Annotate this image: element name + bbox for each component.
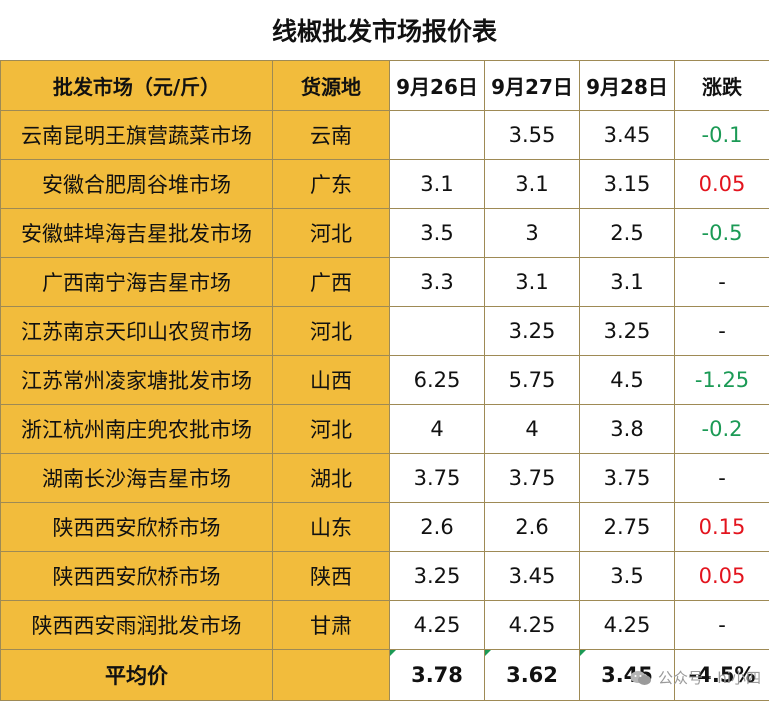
header-date-2: 9月27日 <box>484 60 580 111</box>
average-date-1: 3.78 <box>389 649 485 701</box>
price-date-1-cell: 3.75 <box>389 453 485 503</box>
change-cell: - <box>674 600 769 650</box>
price-date-2-cell: 2.6 <box>484 502 580 552</box>
change-cell: -0.2 <box>674 404 769 454</box>
price-date-3-cell: 3.5 <box>579 551 675 601</box>
table-row: 安徽蚌埠海吉星批发市场 河北 3.5 3 2.5 -0.5 <box>0 208 769 258</box>
price-date-3-cell: 2.75 <box>579 502 675 552</box>
price-date-1-cell: 3.1 <box>389 159 485 209</box>
price-date-1-cell: 4.25 <box>389 600 485 650</box>
price-table: 批发市场（元/斤） 货源地 9月26日 9月27日 9月28日 涨跌 云南昆明王… <box>0 60 769 701</box>
table-row: 江苏南京天印山农贸市场 河北 3.25 3.25- <box>0 306 769 356</box>
average-date-3: 3.45 <box>579 649 675 701</box>
market-cell: 广西南宁海吉星市场 <box>0 257 273 307</box>
change-cell: -1.25 <box>674 355 769 405</box>
table-row: 浙江杭州南庄兜农批市场 河北 4 4 3.8 -0.2 <box>0 404 769 454</box>
market-cell: 安徽合肥周谷堆市场 <box>0 159 273 209</box>
price-date-1-cell: 4 <box>389 404 485 454</box>
header-date-3: 9月28日 <box>579 60 675 111</box>
change-cell: - <box>674 257 769 307</box>
page-title: 线椒批发市场报价表 <box>271 17 497 46</box>
market-cell: 浙江杭州南庄兜农批市场 <box>0 404 273 454</box>
origin-cell: 湖北 <box>272 453 390 503</box>
origin-cell: 云南 <box>272 110 390 160</box>
origin-cell: 河北 <box>272 208 390 258</box>
origin-cell: 山东 <box>272 502 390 552</box>
price-date-3-cell: 3.45 <box>579 110 675 160</box>
price-date-2-cell: 4 <box>484 404 580 454</box>
market-cell: 安徽蚌埠海吉星批发市场 <box>0 208 273 258</box>
price-date-3-cell: 4.25 <box>579 600 675 650</box>
price-date-2-cell: 3 <box>484 208 580 258</box>
price-date-2-cell: 3.1 <box>484 159 580 209</box>
change-cell: -0.1 <box>674 110 769 160</box>
price-date-1-cell: 6.25 <box>389 355 485 405</box>
average-row: 平均价 3.78 3.62 3.45 -4.5% <box>0 649 769 701</box>
average-change: -4.5% <box>674 649 769 701</box>
average-label: 平均价 <box>0 649 273 701</box>
change-cell: 0.05 <box>674 159 769 209</box>
header-change: 涨跌 <box>674 60 769 111</box>
change-cell: 0.15 <box>674 502 769 552</box>
change-cell: - <box>674 306 769 356</box>
origin-cell: 广东 <box>272 159 390 209</box>
price-date-3-cell: 3.15 <box>579 159 675 209</box>
average-date-2: 3.62 <box>484 649 580 701</box>
origin-cell: 山西 <box>272 355 390 405</box>
price-date-3-cell: 3.8 <box>579 404 675 454</box>
origin-cell: 陕西 <box>272 551 390 601</box>
price-date-3-cell: 3.1 <box>579 257 675 307</box>
table-row: 安徽合肥周谷堆市场 广东 3.1 3.1 3.15 0.05 <box>0 159 769 209</box>
price-date-2-cell: 3.75 <box>484 453 580 503</box>
market-cell: 陕西西安欣桥市场 <box>0 502 273 552</box>
average-origin-cell <box>272 649 390 701</box>
header-origin: 货源地 <box>272 60 390 111</box>
price-date-1-cell: 3.5 <box>389 208 485 258</box>
origin-cell: 甘肃 <box>272 600 390 650</box>
price-date-2-cell: 4.25 <box>484 600 580 650</box>
price-date-1-cell: 3.25 <box>389 551 485 601</box>
table-row: 陕西西安雨润批发市场 甘肃 4.25 4.25 4.25- <box>0 600 769 650</box>
price-date-1-cell: 3.3 <box>389 257 485 307</box>
table-row: 江苏常州凌家塘批发市场 山西 6.25 5.75 4.5 -1.25 <box>0 355 769 405</box>
price-date-1-cell <box>389 110 485 160</box>
change-cell: -0.5 <box>674 208 769 258</box>
price-date-2-cell: 3.55 <box>484 110 580 160</box>
header-market: 批发市场（元/斤） <box>0 60 273 111</box>
price-date-2-cell: 3.1 <box>484 257 580 307</box>
price-date-3-cell: 4.5 <box>579 355 675 405</box>
market-cell: 云南昆明王旗营蔬菜市场 <box>0 110 273 160</box>
price-date-2-cell: 5.75 <box>484 355 580 405</box>
origin-cell: 河北 <box>272 306 390 356</box>
table-row: 云南昆明王旗营蔬菜市场 云南 3.55 3.45 -0.1 <box>0 110 769 160</box>
market-cell: 江苏南京天印山农贸市场 <box>0 306 273 356</box>
market-cell: 陕西西安雨润批发市场 <box>0 600 273 650</box>
change-cell: - <box>674 453 769 503</box>
table-row: 广西南宁海吉星市场 广西 3.3 3.1 3.1- <box>0 257 769 307</box>
table-row: 陕西西安欣桥市场 陕西 3.25 3.45 3.5 0.05 <box>0 551 769 601</box>
origin-cell: 广西 <box>272 257 390 307</box>
price-date-1-cell <box>389 306 485 356</box>
change-cell: 0.05 <box>674 551 769 601</box>
market-cell: 湖南长沙海吉星市场 <box>0 453 273 503</box>
price-date-3-cell: 3.25 <box>579 306 675 356</box>
price-date-2-cell: 3.45 <box>484 551 580 601</box>
price-date-3-cell: 2.5 <box>579 208 675 258</box>
price-date-3-cell: 3.75 <box>579 453 675 503</box>
table-row: 陕西西安欣桥市场 山东 2.6 2.6 2.75 0.15 <box>0 502 769 552</box>
market-cell: 江苏常州凌家塘批发市场 <box>0 355 273 405</box>
header-row: 批发市场（元/斤） 货源地 9月26日 9月27日 9月28日 涨跌 <box>0 60 769 111</box>
price-date-2-cell: 3.25 <box>484 306 580 356</box>
price-date-1-cell: 2.6 <box>389 502 485 552</box>
table-row: 湖南长沙海吉星市场 湖北 3.75 3.75 3.75- <box>0 453 769 503</box>
header-date-1: 9月26日 <box>389 60 485 111</box>
origin-cell: 河北 <box>272 404 390 454</box>
market-cell: 陕西西安欣桥市场 <box>0 551 273 601</box>
